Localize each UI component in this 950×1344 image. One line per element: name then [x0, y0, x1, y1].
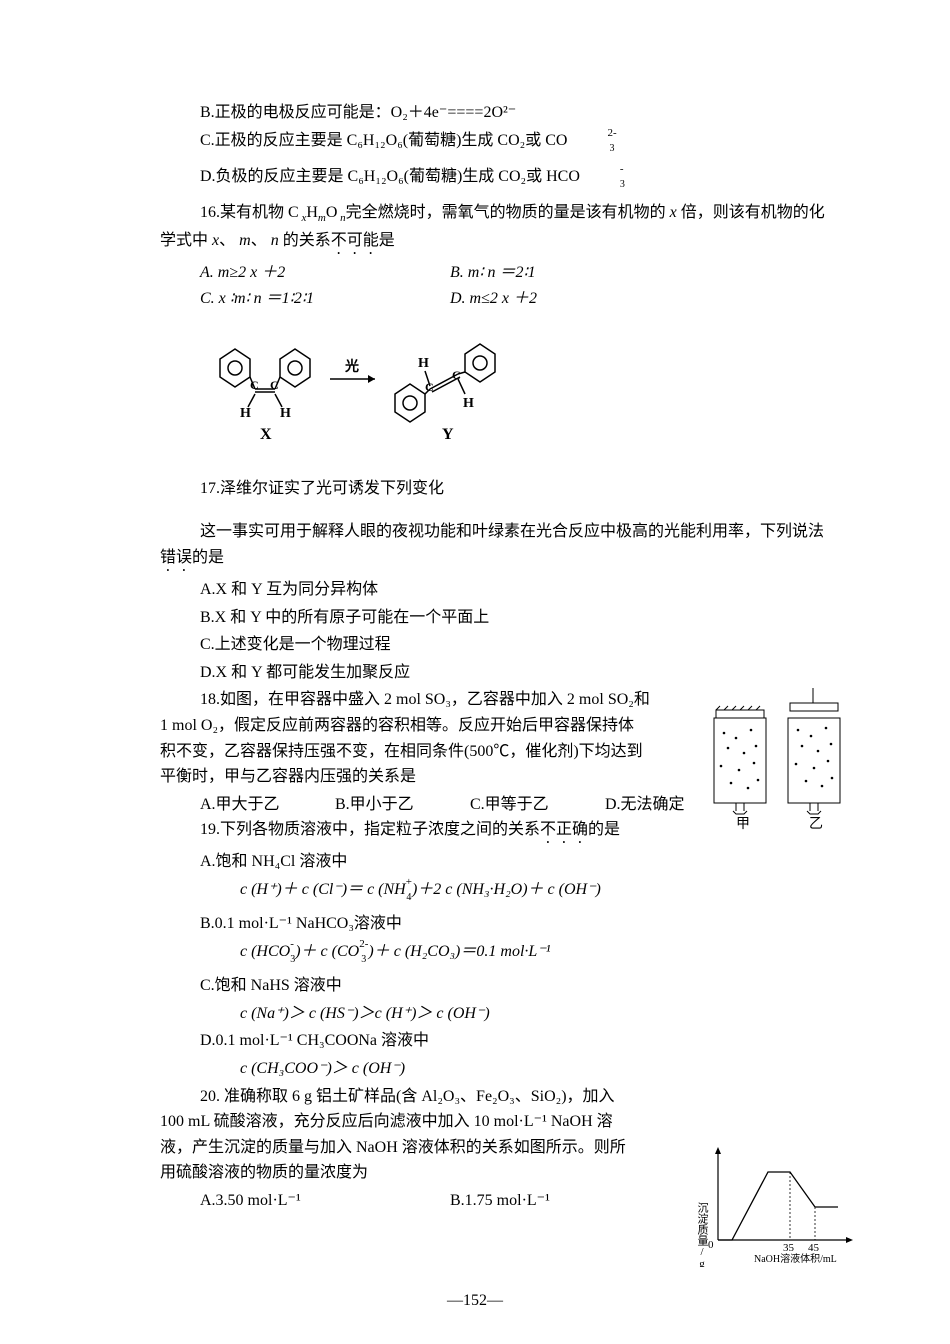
svg-text:H: H	[463, 396, 474, 411]
q19-option-b-body: c (HCO-3)＋ c (CO2-3)＋ c (H₂CO₃)＝0.1 mol·…	[160, 939, 830, 965]
q19-option-c-head: C.饱和 NaHS 溶液中	[160, 973, 830, 999]
vessel-diagram: 甲 乙	[706, 688, 851, 842]
q16-options-row1: A. m≥2 x ＋2 B. m∶ n ＝2∶1	[160, 260, 830, 286]
q17-option-c: C.上述变化是一个物理过程	[160, 632, 830, 658]
q15-option-b: B.正极的电极反应可能是：O₂＋4e⁻====2O²⁻	[160, 100, 830, 126]
q19-option-d-body: c (CH₃COO⁻)＞ c (OH⁻)	[160, 1056, 830, 1082]
h-label-2: H	[280, 406, 291, 421]
svg-text:NaOH溶液体积/mL: NaOH溶液体积/mL	[754, 1252, 837, 1265]
svg-text:甲: 甲	[736, 817, 750, 832]
x-label: X	[260, 426, 272, 443]
q19-option-d-head: D.0.1 mol·L⁻¹ CH₃COONa 溶液中	[160, 1028, 830, 1054]
svg-text:C: C	[250, 378, 259, 392]
q17-option-a: A.X 和 Y 互为同分异构体	[160, 577, 830, 603]
q19-option-c-body: c (Na⁺)＞ c (HS⁻)＞c (H⁺)＞ c (OH⁻)	[160, 1001, 830, 1027]
q17-option-d: D.X 和 Y 都可能发生加聚反应	[160, 660, 830, 686]
q19-option-b-head: B.0.1 mol·L⁻¹ NaHCO₃溶液中	[160, 911, 830, 937]
arrow-label: 光	[344, 358, 359, 375]
y-label: Y	[442, 426, 454, 443]
svg-text:C: C	[425, 380, 434, 394]
q18-options: A.甲大于乙 B.甲小于乙 C.甲等于乙 D.无法确定	[160, 792, 700, 818]
svg-text:乙: 乙	[809, 816, 823, 832]
q18-stem: 18.如图，在甲容器中盛入 2 mol SO₃，乙容器中加入 2 mol SO₂…	[160, 687, 650, 789]
q20-stem: 20. 准确称取 6 g 铝土矿样品(含 Al₂O₃、Fe₂O₃、SiO₂)，加…	[160, 1084, 630, 1186]
reaction-diagram: H H C C X 光 H H C C Y	[200, 319, 830, 468]
svg-text:沉淀质量/g: 沉淀质量/g	[696, 1202, 709, 1267]
svg-text:0: 0	[708, 1239, 714, 1251]
page-number: ―152―	[0, 1288, 950, 1314]
svg-text:C: C	[452, 368, 461, 382]
q15-option-d: D.负极的反应主要是 C₆H₁₂O₆(葡萄糖)生成 CO₂或 HCO-3	[160, 164, 830, 190]
q17-stem: 17.泽维尔证实了光可诱发下列变化	[160, 476, 830, 502]
q16-options-row2: C. x ∶m∶ n ＝1∶2∶1 D. m≤2 x ＋2	[160, 286, 830, 312]
svg-text:H: H	[418, 356, 429, 371]
q17-para: 这一事实可用于解释人眼的夜视功能和叶绿素在光合反应中极高的光能利用率，下列说法错…	[160, 519, 830, 575]
q17-option-b: B.X 和 Y 中的所有原子可能在一个平面上	[160, 605, 830, 631]
svg-text:35: 35	[783, 1242, 795, 1254]
q19-option-a-head: A.饱和 NH₄Cl 溶液中	[160, 849, 830, 875]
q16-stem: 16.某有机物 C xHmO n完全燃烧时，需氧气的物质的量是该有机物的 x 倍…	[160, 200, 830, 258]
precipitate-chart: 0 35 45 沉淀质量/g NaOH溶液体积/mL	[690, 1142, 855, 1276]
q15-option-c: C.正极的反应主要是 C₆H₁₂O₆(葡萄糖)生成 CO₂或 CO2-3	[160, 128, 830, 154]
q19-option-a-body: c (H⁺)＋ c (Cl⁻)＝ c (NH+4)＋2 c (NH₃·H₂O)＋…	[160, 877, 830, 903]
svg-text:C: C	[270, 378, 279, 392]
h-label-1: H	[240, 406, 251, 421]
svg-text:45: 45	[808, 1242, 820, 1254]
